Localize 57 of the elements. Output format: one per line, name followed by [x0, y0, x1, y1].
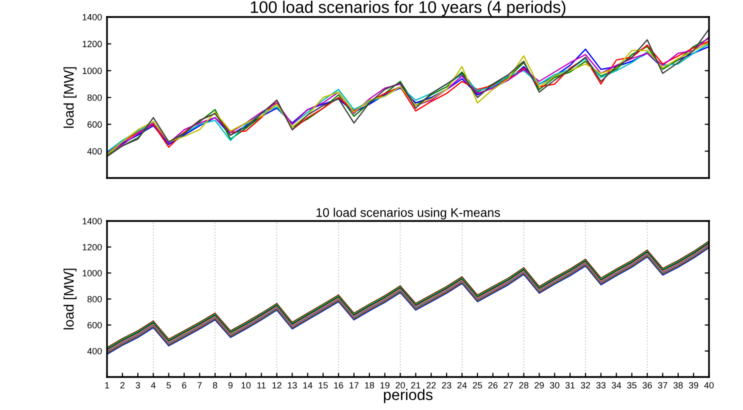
- x-tick-label: 4: [151, 382, 156, 388]
- chart-title: 100 load scenarios for 10 years (4 periods): [250, 0, 566, 16]
- x-tick-label: 28: [519, 382, 528, 388]
- x-tick-label: 6: [182, 382, 186, 388]
- y-axis-title: load [MW]: [64, 67, 76, 128]
- x-tick-label: 17: [350, 382, 359, 388]
- x-tick-label: 3: [136, 382, 140, 388]
- x-tick-label: 36: [642, 382, 652, 388]
- x-tick-label: 22: [426, 382, 436, 388]
- x-tick-label: 18: [365, 382, 374, 388]
- y-tick-label: 1200: [82, 40, 102, 48]
- x-tick-label: 38: [673, 382, 683, 388]
- y-tick-label: 800: [87, 296, 102, 302]
- y-tick-label: 1000: [82, 270, 102, 276]
- x-tick-label: 14: [303, 382, 312, 388]
- y-tick-label: 400: [87, 148, 102, 155]
- x-tick-label: 19: [380, 382, 390, 388]
- x-tick-label: 16: [334, 382, 344, 388]
- x-tick-label: 27: [504, 382, 513, 388]
- x-tick-label: 2: [120, 382, 124, 388]
- x-tick-label: 31: [565, 382, 575, 388]
- y-axis-title: load [MW]: [64, 268, 76, 330]
- x-tick-label: 37: [658, 382, 668, 388]
- x-tick-label: 8: [212, 382, 218, 388]
- x-tick-label: 34: [612, 382, 622, 388]
- x-tick-label: 32: [580, 382, 590, 388]
- y-tick-label: 1200: [82, 244, 102, 250]
- x-tick-label: 5: [166, 382, 171, 388]
- x-tick-label: 9: [228, 382, 233, 388]
- x-tick-label: 24: [457, 382, 467, 388]
- x-tick-label: 15: [318, 382, 328, 388]
- y-tick-label: 1000: [82, 68, 102, 74]
- x-tick-label: 13: [288, 382, 297, 388]
- y-tick-label: 600: [88, 322, 102, 328]
- x-tick-label: 11: [257, 382, 266, 388]
- x-tick-label: 12: [272, 382, 282, 388]
- x-tick-label: 40: [704, 382, 714, 388]
- y-tick-label: 400: [87, 348, 102, 354]
- y-tick-label: 1400: [82, 14, 102, 20]
- x-tick-label: 30: [550, 382, 560, 388]
- x-tick-label: 21: [411, 382, 420, 388]
- x-tick-label: 7: [198, 382, 202, 388]
- x-tick-label: 39: [688, 382, 698, 388]
- x-tick-label: 29: [534, 382, 544, 388]
- x-axis-title: periods: [384, 388, 433, 404]
- chart-title: 10 load scenarios using K-means: [316, 208, 500, 220]
- x-tick-label: 33: [596, 382, 606, 388]
- y-tick-label: 1400: [82, 218, 102, 224]
- x-tick-label: 35: [627, 382, 636, 388]
- y-tick-label: 800: [87, 94, 102, 101]
- y-tick-label: 600: [88, 121, 102, 128]
- x-tick-label: 23: [442, 382, 452, 388]
- x-tick-label: 25: [472, 382, 482, 388]
- x-tick-label: 26: [488, 382, 498, 388]
- x-tick-label: 20: [396, 382, 405, 388]
- x-tick-label: 10: [242, 382, 251, 388]
- x-tick-label: 1: [105, 382, 110, 388]
